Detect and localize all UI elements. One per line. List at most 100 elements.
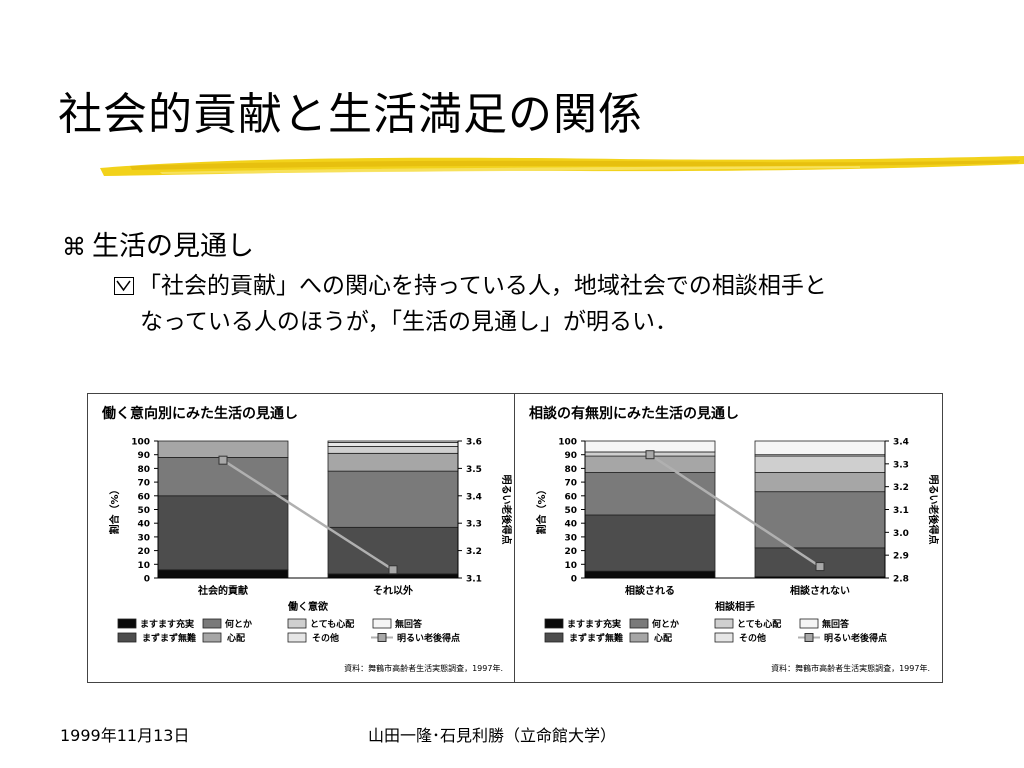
y-tick-label: 100 [131,438,150,448]
bar-segment [157,440,289,458]
y2-tick-label: 3.0 [893,529,909,539]
x-axis-label: 相談相手 [715,600,755,613]
y-tick-label: 80 [564,465,577,475]
score-marker [815,562,825,572]
bar-segment [327,441,459,447]
bullet-level1-text: 生活の見通し [92,231,254,262]
title-underline-brush [100,156,1024,176]
y-tick-label: 20 [137,547,150,557]
y-tick-label: 70 [137,479,150,489]
bar-segment [327,573,459,579]
legend-swatch [372,618,392,629]
y2-axis-label: 明るい老後得点 [500,475,513,545]
y-tick-label: 80 [137,465,150,475]
bar-segment [327,446,459,454]
y2-tick-label: 3.4 [893,438,909,448]
y-tick-label: 40 [564,520,577,530]
y-tick-label: 40 [137,520,150,530]
bar-segment [157,495,289,571]
bullet-level2-line1: 「社会的貢献」への関心を持っている人，地域社会での相談相手と [138,273,827,299]
legend-swatch [202,632,222,643]
legend-swatch [117,618,137,629]
legend-label: 何とか [225,618,252,630]
y2-tick-label: 3.1 [893,506,909,516]
legend-marker-swatch [804,633,814,642]
legend-swatch [714,618,734,629]
panel-divider [514,394,515,682]
y2-tick-label: 3.2 [893,483,909,493]
y2-tick-label: 3.6 [466,438,482,448]
legend-label: 心配 [654,633,672,644]
category-label: それ以外 [373,584,413,597]
legend-label: 明るい老後得点 [824,632,887,644]
figure-panel: 働く意向別にみた生活の見通し 社会的貢献 それ以外 0 10 20 30 40 50 60 70 80… [87,393,943,683]
bar-segment [754,440,886,456]
legend-label: 何とか [652,618,679,630]
legend-label: 心配 [227,633,245,644]
y2-tick-label: 3.3 [893,460,909,470]
y-tick-label: 20 [564,547,577,557]
bar-segment [327,470,459,528]
legend-swatch [544,632,564,643]
y2-tick-label: 2.9 [893,552,909,562]
y2-tick-label: 3.3 [466,520,482,530]
score-marker [388,565,398,575]
command-key-icon: ⌘ [62,233,86,261]
legend-label: ますます充実 [140,618,194,630]
y-tick-label: 70 [564,479,577,489]
bar-segment [584,570,716,579]
chart-title: 相談の有無別にみた生活の見通し [529,405,739,422]
y-axis-label: 割合（%） [108,484,121,534]
bar-segment [754,455,886,473]
category-label: 相談されない [790,584,850,597]
legend-swatch [117,632,137,643]
score-marker [218,455,228,465]
y-tick-label: 0 [144,575,150,585]
bullet-level1: ⌘ 生活の見通し [62,224,254,263]
chart-title: 働く意向別にみた生活の見通し [101,405,298,422]
legend-label: その他 [312,632,339,644]
legend-label: とても心配 [310,619,354,630]
bar-segment [754,491,886,549]
y-tick-label: 10 [564,561,577,571]
bullet-level2: 「社会的貢献」への関心を持っている人，地域社会での相談相手と なっている人のほう… [114,268,954,340]
score-line [222,459,394,571]
legend-label: その他 [739,632,766,644]
bar-segment [754,472,886,493]
x-axis-label: 働く意欲 [287,600,328,613]
y-tick-label: 90 [137,451,150,461]
legend-label: 無回答 [822,618,850,630]
y2-tick-label: 3.2 [466,547,482,557]
y-tick-label: 100 [558,438,577,448]
y-tick-label: 60 [564,492,577,502]
bar-segment [584,472,716,516]
bullet-level2-line2: なっている人のほうが，「生活の見通し」が明るい． [140,309,678,335]
legend-swatch [629,632,649,643]
legend-label: 明るい老後得点 [397,632,460,644]
y-tick-label: 30 [564,533,577,543]
footer-author: 山田一隆･石見利勝（立命館大学） [368,726,617,745]
slide-title: 社会的貢献と生活満足の関係 [58,89,643,140]
legend-swatch [287,618,307,629]
legend-label: まずまず無難 [142,632,196,644]
y-axis-label: 割合（%） [535,484,548,534]
legend-swatch [287,632,307,643]
legend-swatch [799,618,819,629]
footer-date: 1999年11月13日 [60,726,190,745]
category-label: 相談される [625,584,675,597]
legend-swatch [714,632,734,643]
source-note: 資料：舞鶴市高齢者生活実態調査，1997年. [344,663,503,673]
y-tick-label: 50 [137,506,150,516]
y-tick-label: 0 [571,575,577,585]
y-tick-label: 10 [137,561,150,571]
checkbox-arrow-icon [114,277,134,295]
score-marker [645,450,655,460]
legend-label: 無回答 [395,618,423,630]
bar-segment [327,452,459,472]
y-tick-label: 90 [564,451,577,461]
score-line [649,453,821,568]
bar-segment [584,514,716,572]
legend-swatch [202,618,222,629]
y2-tick-label: 2.8 [893,575,909,585]
